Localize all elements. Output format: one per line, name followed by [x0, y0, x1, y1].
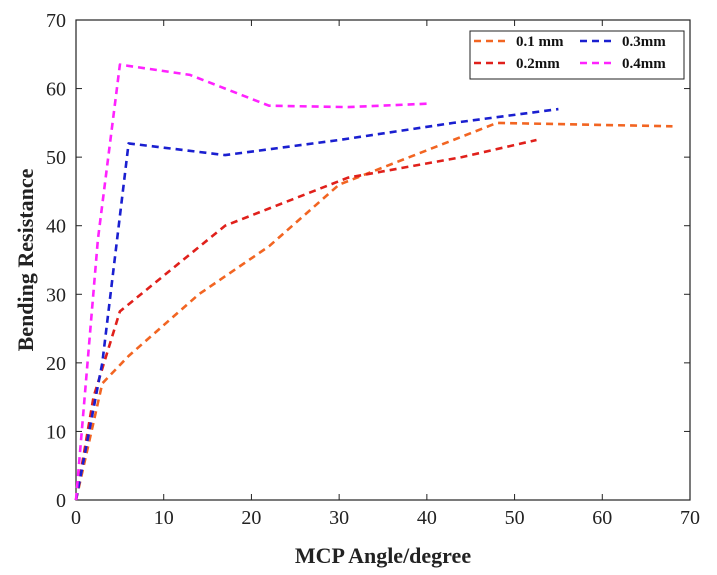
x-tick-label: 70: [680, 507, 700, 529]
ticks-group: 0 10 20 30 40 50 60 70 0 10 20 30 40 50 60 70: [46, 10, 700, 529]
y-tick-label: 20: [46, 353, 66, 375]
y-axis-title: Bending Resistance: [13, 168, 38, 351]
series-group: [74, 63, 673, 501]
plot-area: [75, 19, 691, 501]
y-tick-label: 30: [46, 284, 66, 306]
series-line-1: [74, 138, 537, 501]
y-tick-label: 50: [46, 147, 66, 169]
x-tick-label: 20: [241, 507, 261, 529]
x-axis-title: MCP Angle/degree: [295, 543, 471, 568]
series-line-0: [74, 121, 673, 501]
legend-label-2: 0.3mm: [622, 34, 666, 50]
y-tick-label: 0: [56, 490, 66, 512]
y-tick-label: 70: [46, 10, 66, 32]
y-tick-label: 10: [46, 421, 66, 443]
x-tick-label: 50: [505, 507, 525, 529]
y-tick-label: 60: [46, 79, 66, 101]
legend-label-3: 0.4mm: [622, 56, 666, 72]
legend-label-0: 0.1 mm: [516, 34, 564, 50]
x-tick-label: 10: [154, 507, 174, 529]
x-tick-label: 30: [329, 507, 349, 529]
y-tick-label: 40: [46, 216, 66, 238]
legend-label-1: 0.2mm: [516, 56, 560, 72]
series-line-3: [74, 63, 427, 501]
series-line-2: [74, 107, 559, 501]
x-tick-label: 0: [71, 507, 81, 529]
legend: 0.1 mm 0.3mm 0.2mm 0.4mm: [469, 30, 685, 80]
x-tick-label: 40: [417, 507, 437, 529]
x-tick-label: 60: [592, 507, 612, 529]
legend-box: [469, 30, 685, 80]
